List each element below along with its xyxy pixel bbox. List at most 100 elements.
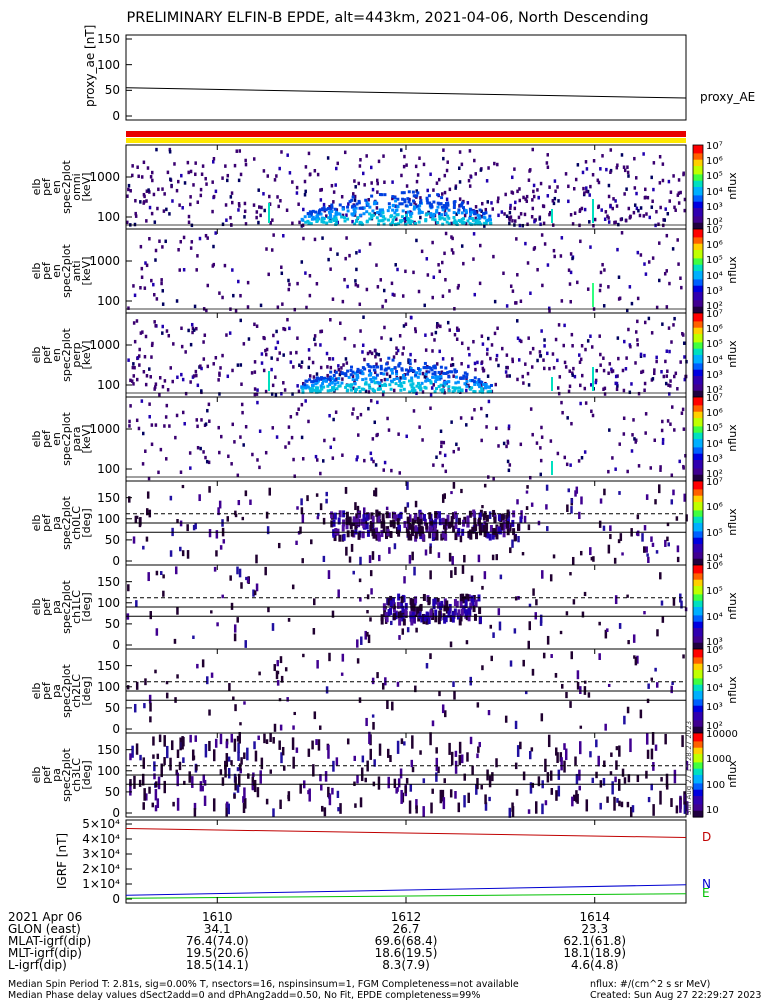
- energy-panel-3-flux-pixel: [374, 381, 377, 384]
- energy-panel-1-pixel: [376, 190, 379, 194]
- pa-panel-2-block-pixel: [454, 599, 457, 606]
- pa-panel-1-pixel: [442, 494, 445, 503]
- energy-panel-3-pixel: [431, 349, 434, 353]
- pa-panel-2-block-pixel: [385, 612, 388, 619]
- energy-panel-1-pixel: [304, 193, 307, 197]
- pa-panel-3-pixel: [543, 653, 546, 659]
- pa-panel-4-pixel: [652, 762, 655, 771]
- pa-panel-4-pixel: [311, 741, 314, 750]
- energy-panel-2-pixel: [343, 278, 346, 282]
- pa-panel-4-pixel: [676, 805, 679, 813]
- pa-panel-2-pixel: [367, 594, 370, 599]
- energy-panel-3-flux-pixel: [333, 374, 336, 377]
- energy-panel-3-pixel: [532, 347, 535, 351]
- energy-panel-1-flux-pixel: [346, 218, 349, 221]
- energy-panel-3-pixel: [275, 346, 278, 350]
- energy-panel-2-pixel: [527, 261, 530, 265]
- status-bar-yellow: [126, 138, 686, 143]
- pa-panel-2-pixel: [619, 623, 622, 629]
- energy-panel-3-pixel: [150, 355, 153, 359]
- energy-panel-3-pixel: [623, 340, 626, 344]
- energy-panel-3-flux-pixel: [377, 388, 380, 391]
- pa-panel-1-pixel: [568, 488, 571, 492]
- pa-panel-1-pixel: [216, 530, 219, 538]
- energy-panel-3-flux-pixel: [454, 381, 457, 384]
- pa-panel-4-pixel: [166, 746, 169, 758]
- energy-panel-1-pixel: [672, 174, 675, 178]
- energy-panel-1-flux-pixel: [430, 214, 433, 217]
- energy-panel-3-pixel: [133, 374, 136, 378]
- energy-panel-2-pixel: [637, 251, 640, 255]
- pa-panel-4-pixel: [263, 734, 266, 743]
- energy-panel-1-pixel: [664, 218, 667, 222]
- energy-panel-4-spike: [551, 461, 553, 475]
- pa-panel-4-pixel: [430, 803, 433, 814]
- energy-panel-4-pixel: [386, 417, 389, 421]
- footer-line-1: Median Spin Period T: 2.81s, sig=0.00% T…: [8, 980, 519, 991]
- energy-panel-1-flux-pixel: [353, 205, 356, 208]
- pa-panel-4-pixel: [324, 807, 327, 816]
- energy-panel-2-pixel: [179, 240, 182, 244]
- energy-panel-2-pixel: [150, 279, 153, 283]
- energy-panel-4-pixel: [645, 412, 648, 416]
- energy-panel-3-pixel: [655, 356, 658, 360]
- energy-panel-2-pixel: [666, 234, 669, 238]
- energy-panel-4-pixel: [136, 419, 139, 423]
- pa-panel-4-pixel: [484, 794, 487, 804]
- pa-panel-3-pixel: [651, 678, 654, 681]
- energy-panel-3-pixel: [320, 366, 323, 370]
- pa-panel-1-pixel: [316, 493, 319, 497]
- energy-panel-1-pixel: [577, 163, 580, 167]
- energy-panel-1-pixel: [297, 202, 300, 206]
- energy-panel-4-pixel: [450, 420, 453, 424]
- energy-panel-4-pixel: [293, 474, 296, 478]
- igrf-panel-series-D: [126, 829, 686, 838]
- energy-panel-3-pixel: [191, 323, 194, 327]
- energy-panel-1-flux-pixel: [461, 222, 464, 225]
- energy-panel-3-flux-pixel: [322, 379, 325, 382]
- energy-panel-1-flux-pixel: [383, 193, 386, 196]
- energy-panel-3-pixel: [452, 363, 455, 367]
- energy-panel-1-pixel: [626, 165, 629, 169]
- status-bar-red: [126, 131, 686, 137]
- energy-panel-4-pixel: [333, 438, 336, 442]
- pa-panel-2-block-pixel: [390, 600, 393, 607]
- energy-panel-3-pixel: [629, 345, 632, 349]
- energy-panel-2-pixel: [212, 264, 215, 268]
- energy-panel-2-pixel: [176, 299, 179, 303]
- energy-panel-2-pixel: [668, 282, 671, 286]
- energy-panel-3-pixel: [326, 365, 329, 369]
- energy-panel-1-pixel: [184, 181, 187, 185]
- energy-panel-2-pixel: [177, 248, 180, 252]
- energy-panel-3-flux-pixel: [348, 376, 351, 379]
- energy-panel-2-pixel: [629, 285, 632, 289]
- energy-panel-3-pixel: [524, 362, 527, 366]
- pa-panel-4-pixel: [332, 761, 335, 772]
- pa-panel-1-pixel: [220, 545, 223, 550]
- energy-panel-1-pixel: [565, 172, 568, 176]
- energy-panel-3-pixel: [465, 389, 468, 393]
- energy-panel-1-pixel: [238, 202, 241, 206]
- energy-panel-3-pixel: [668, 350, 671, 354]
- pa-panel-4-pixel: [560, 757, 563, 770]
- pa-panel-4-pixel: [227, 804, 230, 815]
- pa-panel-4-pixel: [142, 774, 145, 786]
- pa-panel-4-pixel: [529, 751, 532, 759]
- energy-panel-4-pixel: [540, 426, 543, 430]
- energy-panel-3-flux-pixel: [459, 377, 462, 380]
- energy-panel-1-pixel: [582, 187, 585, 191]
- pa-panel-1-pixel: [496, 554, 499, 560]
- pa-panel-2-block-pixel: [404, 609, 407, 616]
- energy-panel-1-pixel: [236, 149, 239, 153]
- ylabel-line: [keV]: [82, 399, 92, 479]
- energy-panel-3-pixel: [630, 382, 633, 386]
- pa-panel-1-pixel: [300, 498, 303, 505]
- energy-panel-3-pixel: [602, 387, 605, 391]
- energy-panel-4-pixel: [611, 456, 614, 460]
- pa-panel-1-block-pixel: [473, 518, 476, 525]
- energy-panel-3-flux-pixel: [340, 382, 343, 385]
- energy-panel-3-pixel: [616, 388, 619, 392]
- pa-panel-3-pixel: [453, 691, 456, 699]
- energy-panel-4-pixel: [509, 463, 512, 467]
- pa-panel-2-pixel: [598, 622, 601, 626]
